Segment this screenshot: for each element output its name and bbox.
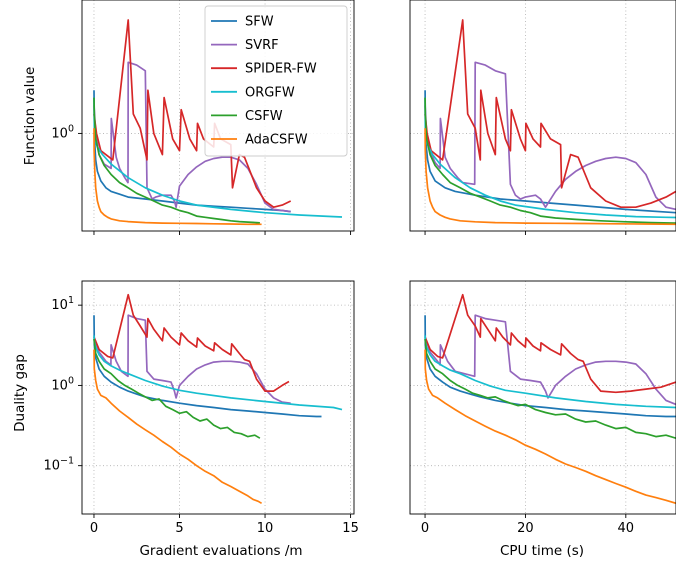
panel-bl: 0 5 10 15 101 100 10−1 (43, 280, 359, 536)
series-svrf (424, 61, 676, 211)
series-adacsfw (93, 128, 262, 226)
axes-frame (81, 280, 355, 515)
series-csfw (424, 338, 676, 440)
series-orgfw (424, 335, 676, 409)
series-sfw (93, 315, 322, 418)
ylabel-top: Function value (22, 67, 38, 166)
xlabel-left: Gradient evaluations /m (139, 543, 302, 559)
y-tick-label: 100 (51, 123, 74, 141)
y-tick-label: 10−1 (43, 456, 74, 474)
series-spider-fw (93, 19, 292, 209)
axes-frame (81, 0, 355, 232)
x-tick-label: 0 (421, 521, 429, 536)
axes-frame (409, 0, 676, 232)
series-sfw (424, 315, 676, 418)
x-tick-label: 40 (618, 521, 635, 536)
series-adacsfw (93, 349, 263, 505)
series-spider-fw (424, 19, 676, 209)
legend-entry: SPIDER-FW (245, 62, 317, 77)
series-sfw (93, 90, 291, 213)
series-orgfw (93, 335, 343, 411)
legend-entry: CSFW (245, 109, 283, 124)
series-csfw (93, 338, 261, 439)
legend-entry: ORGFW (245, 85, 295, 100)
y-tick-label: 100 (51, 375, 74, 393)
legend-entry: SVRF (245, 38, 279, 53)
x-tick-label: 10 (257, 521, 274, 536)
series-adacsfw (424, 349, 676, 505)
x-tick-label: 15 (342, 521, 359, 536)
series-svrf (93, 314, 291, 405)
x-tick-label: 20 (517, 521, 534, 536)
y-tick-label: 101 (51, 295, 74, 313)
series-svrf (424, 314, 676, 406)
panel-tl: 100 (51, 0, 355, 235)
panel-br: 0 20 40 (409, 280, 676, 536)
x-tick-label: 5 (175, 521, 183, 536)
legend-entry: AdaCSFW (245, 133, 308, 148)
series-spider-fw (93, 293, 290, 392)
legend-frame (204, 5, 348, 157)
xlabel-right: CPU time (s) (500, 543, 584, 559)
series-csfw (424, 97, 676, 224)
series-spider-fw (424, 293, 676, 394)
panel-tr (409, 0, 676, 235)
legend-entry: SFW (245, 15, 274, 30)
series-csfw (93, 97, 260, 224)
axes-frame (409, 280, 676, 515)
legend: SFW SVRF SPIDER-FW ORGFW CSFW AdaCSFW (204, 5, 348, 157)
series-adacsfw (424, 128, 676, 226)
series-sfw (424, 90, 676, 214)
x-tick-label: 0 (90, 521, 98, 536)
ylabel-bottom: Duality gap (12, 354, 28, 432)
